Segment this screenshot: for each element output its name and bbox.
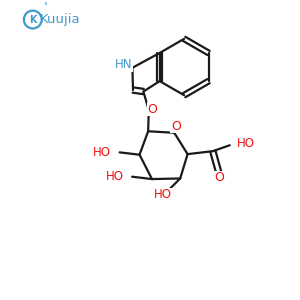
Text: K: K [29, 14, 37, 25]
Text: Kuujia: Kuujia [40, 13, 80, 26]
Text: HO: HO [153, 188, 171, 201]
Text: O: O [147, 103, 157, 116]
Text: HO: HO [237, 137, 255, 150]
Text: O: O [214, 171, 224, 184]
Text: HO: HO [106, 170, 124, 183]
Text: HO: HO [93, 146, 111, 159]
Text: HN: HN [115, 58, 133, 71]
Text: °: ° [44, 2, 47, 10]
Text: O: O [171, 120, 181, 133]
